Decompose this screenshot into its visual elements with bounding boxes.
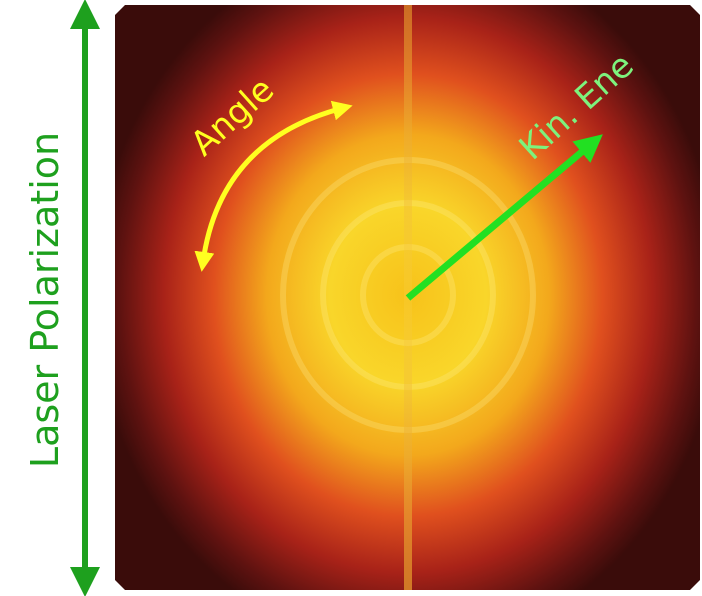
figure: Laser Polarization Angle Kin. Ene bbox=[0, 0, 702, 596]
page: Laser Polarization Angle Kin. Ene (() =>… bbox=[0, 0, 702, 596]
polarization-label: Laser Polarization bbox=[23, 132, 67, 468]
